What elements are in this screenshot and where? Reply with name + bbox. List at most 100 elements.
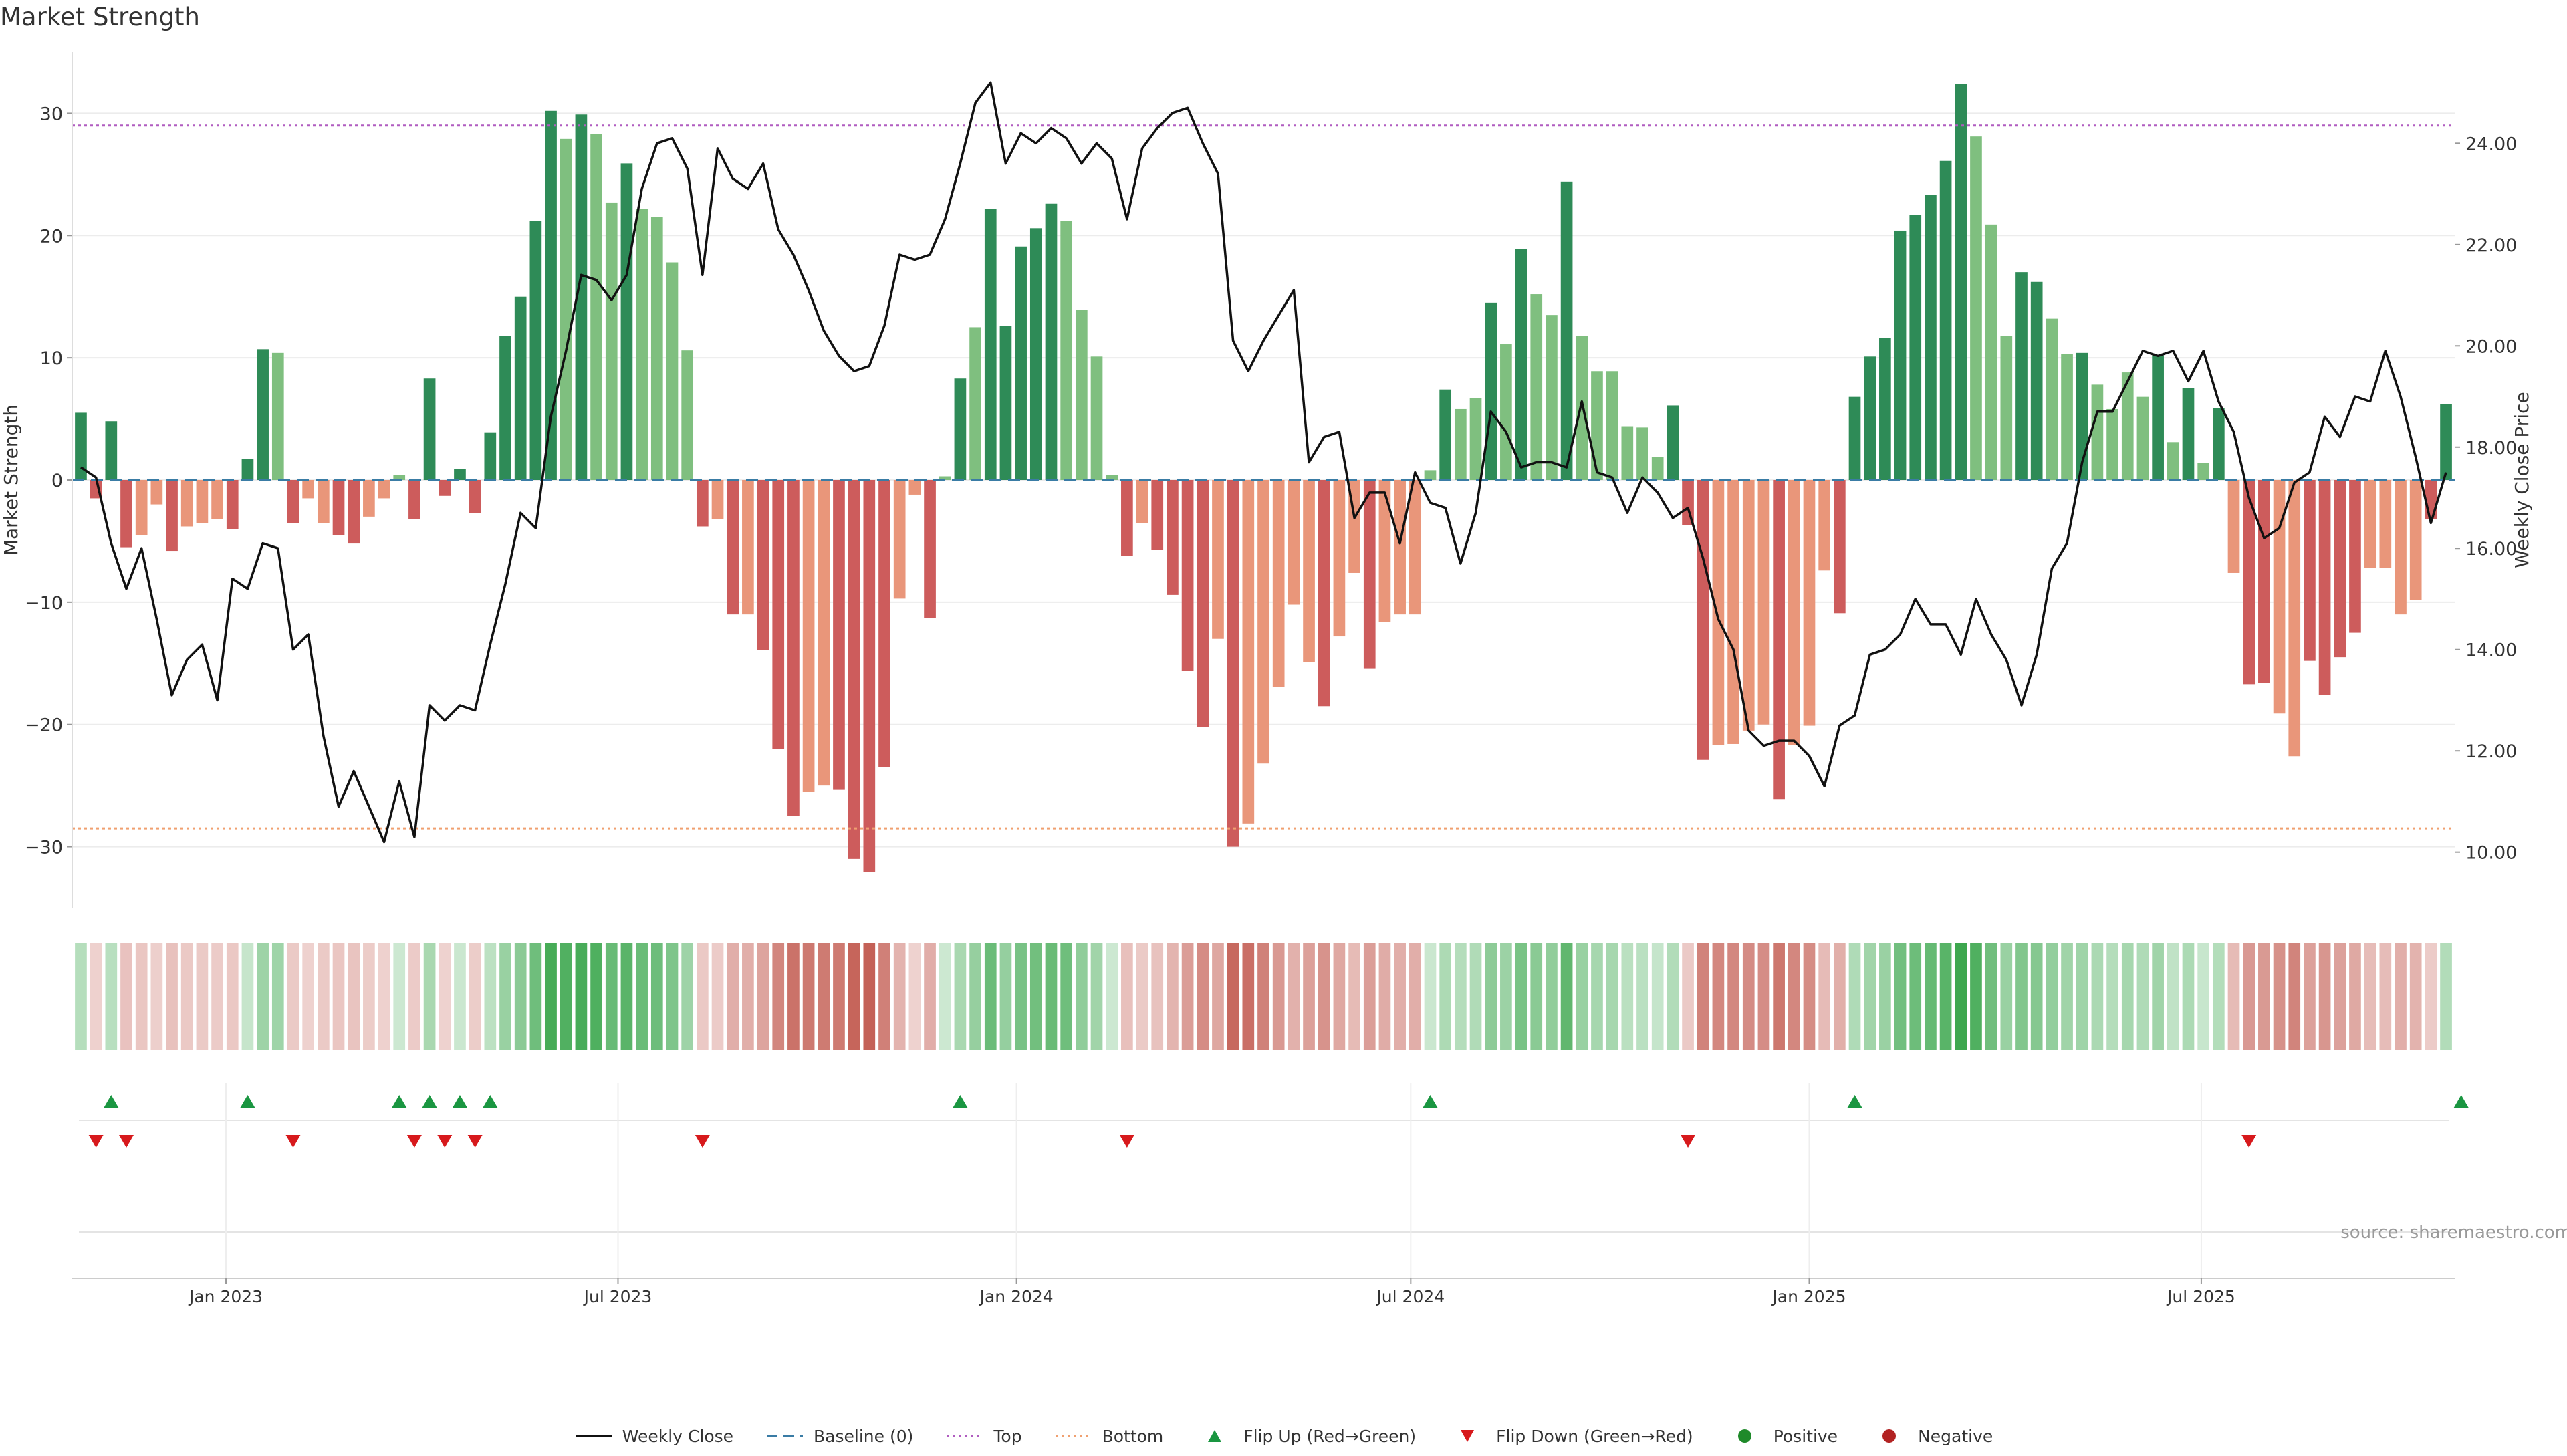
heat-cell: [2076, 943, 2088, 1050]
heat-cell: [454, 943, 466, 1050]
strength-bar: [2167, 442, 2179, 480]
left-axis-label: Market Strength: [0, 404, 22, 556]
heat-cell: [711, 943, 724, 1050]
heat-cell: [802, 943, 815, 1050]
strength-bar: [2212, 408, 2225, 480]
heat-cell: [2030, 943, 2043, 1050]
strength-bar: [1757, 480, 1770, 725]
heat-cell: [1181, 943, 1194, 1050]
heat-cell: [893, 943, 906, 1050]
heat-cell: [1955, 943, 1967, 1050]
legend-item-bottom[interactable]: Bottom: [1054, 1426, 1164, 1446]
heat-cell: [969, 943, 981, 1050]
heat-cell: [2364, 943, 2376, 1050]
strength-bar: [1303, 480, 1315, 662]
strength-bar: [999, 326, 1012, 480]
legend-item-negative[interactable]: Negative: [1870, 1427, 1993, 1446]
heat-cell: [1333, 943, 1346, 1050]
heat-cell: [166, 943, 178, 1050]
legend-item-positive[interactable]: Positive: [1725, 1427, 1838, 1446]
strength-bar: [150, 480, 163, 505]
strength-bar: [1879, 338, 1891, 480]
strength-bar: [287, 480, 299, 523]
strength-bar: [135, 480, 148, 535]
strength-bar: [2030, 281, 2043, 480]
legend-item-weekly-close[interactable]: Weekly Close: [574, 1427, 733, 1446]
strength-bar: [1667, 405, 1679, 480]
heat-cell: [348, 943, 360, 1050]
heat-cell: [1530, 943, 1543, 1050]
heat-cell: [1227, 943, 1239, 1050]
strength-bar: [893, 480, 906, 599]
strength-bar: [423, 378, 436, 480]
strength-bar: [1121, 480, 1133, 556]
heat-cell: [2288, 943, 2301, 1050]
strength-bar: [1727, 480, 1739, 744]
strength-bar: [2243, 480, 2255, 685]
strength-bar: [969, 327, 981, 480]
strength-bar: [545, 110, 557, 480]
legend-item-baseline[interactable]: Baseline (0): [765, 1427, 913, 1446]
strength-bar: [514, 296, 527, 480]
strength-bar: [696, 480, 709, 527]
strength-bar: [1985, 224, 1997, 480]
strength-bar: [2091, 384, 2104, 480]
heat-cell: [499, 943, 511, 1050]
heat-cell: [1909, 943, 1922, 1050]
legend: Weekly Close Baseline (0) Top Bottom Fli…: [0, 1416, 2567, 1456]
strength-bar: [1621, 426, 1634, 480]
strength-bar: [1864, 356, 1876, 480]
legend-label: Flip Down (Green→Red): [1496, 1426, 1693, 1446]
heat-cell: [226, 943, 239, 1050]
legend-label: Positive: [1773, 1426, 1838, 1446]
right-tick-label: 22.00: [2465, 235, 2517, 256]
heat-cell: [833, 943, 845, 1050]
strength-bar: [211, 480, 223, 519]
strength-bar: [908, 480, 921, 495]
strength-bar: [1288, 480, 1300, 605]
heat-cell: [180, 943, 193, 1050]
strength-bar: [1318, 480, 1330, 707]
heat-cell: [2106, 943, 2118, 1050]
strength-bar: [1894, 230, 1907, 480]
heat-cell: [484, 943, 497, 1050]
heat-cell: [1045, 943, 1058, 1050]
legend-label: Negative: [1918, 1426, 1993, 1446]
flip-down-marker: [285, 1135, 301, 1148]
strength-bar: [180, 480, 193, 527]
strength-bar: [650, 217, 663, 480]
strength-bar: [636, 209, 648, 480]
right-tick-label: 24.00: [2465, 134, 2517, 154]
flip-down-marker: [406, 1135, 422, 1148]
heat-cell: [636, 943, 648, 1050]
heat-cell: [1212, 943, 1224, 1050]
strength-bar: [1212, 480, 1224, 639]
heat-cell: [1151, 943, 1164, 1050]
heat-cell: [2136, 943, 2149, 1050]
heat-cell: [2304, 943, 2316, 1050]
strength-bar: [2197, 463, 2210, 480]
strength-bar: [2334, 480, 2346, 658]
heat-cell: [1106, 943, 1118, 1050]
heat-cell: [1803, 943, 1816, 1050]
strength-bar: [1788, 480, 1800, 745]
left-tick-label: 20: [40, 226, 63, 247]
strength-bar: [2061, 354, 2073, 480]
strength-bar: [772, 480, 785, 749]
heat-cell: [257, 943, 269, 1050]
legend-item-flip-up[interactable]: Flip Up (Red→Green): [1195, 1427, 1416, 1446]
strength-bar: [1939, 160, 1952, 480]
legend-item-top[interactable]: Top: [945, 1427, 1022, 1446]
strength-bar: [2227, 480, 2240, 573]
strength-bar: [1712, 480, 1725, 745]
strength-bar: [2182, 388, 2195, 480]
flip-down-marker: [437, 1135, 453, 1148]
heat-cell: [1136, 943, 1148, 1050]
strength-bar: [1515, 249, 1527, 480]
legend-label: Bottom: [1102, 1426, 1164, 1446]
legend-item-flip-down[interactable]: Flip Down (Green→Red): [1448, 1427, 1693, 1446]
strength-bar: [2136, 396, 2149, 480]
right-tick-label: 18.00: [2465, 438, 2517, 459]
heat-cell: [1015, 943, 1027, 1050]
heat-cell: [1454, 943, 1467, 1050]
